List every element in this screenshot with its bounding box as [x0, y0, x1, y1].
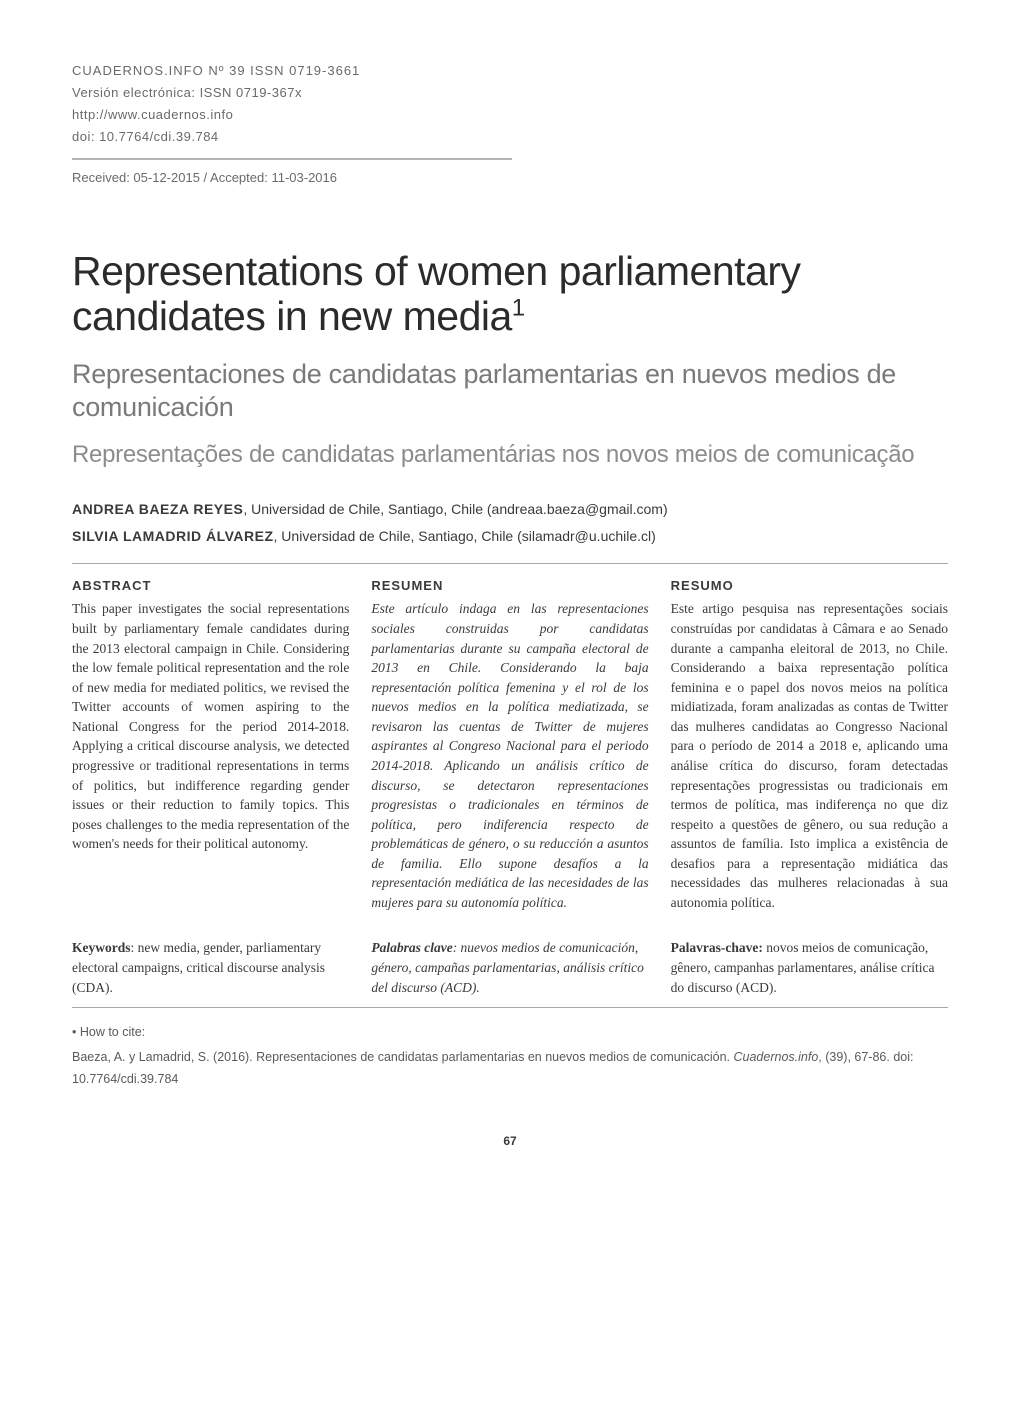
abstract-en: ABSTRACT This paper investigates the soc…: [72, 578, 349, 912]
keywords-row: Keywords: new media, gender, parliamenta…: [72, 938, 948, 997]
subtitle-spanish: Representaciones de candidatas parlament…: [72, 358, 948, 426]
kw-label-pt: Palavras-chave:: [671, 940, 763, 955]
divider-top: [72, 563, 948, 564]
keywords-pt: Palavras-chave: novos meios de comunicaç…: [671, 938, 948, 997]
journal-line-3: http://www.cuadernos.info: [72, 104, 948, 126]
authors-block: ANDREA BAEZA REYES, Universidad de Chile…: [72, 496, 948, 549]
abstract-body-en: This paper investigates the social repre…: [72, 599, 349, 853]
cite-journal: Cuadernos.info: [734, 1050, 819, 1064]
abstract-pt: RESUMO Este artigo pesquisa nas represen…: [671, 578, 948, 912]
title-text: Representations of women parliamentary c…: [72, 248, 801, 339]
abstract-heading-en: ABSTRACT: [72, 578, 349, 593]
kw-label-es: Palabras clave: [371, 940, 452, 955]
keywords-es: Palabras clave: nuevos medios de comunic…: [371, 938, 648, 997]
author-affiliation: , Universidad de Chile, Santiago, Chile …: [243, 501, 667, 517]
page-root: CUADERNOS.INFO Nº 39 ISSN 0719-3661 Vers…: [0, 0, 1020, 1198]
author-line: SILVIA LAMADRID ÁLVAREZ, Universidad de …: [72, 523, 948, 550]
abstract-es: RESUMEN Este artículo indaga en las repr…: [371, 578, 648, 912]
journal-line-4: doi: 10.7764/cdi.39.784: [72, 126, 948, 148]
how-to-cite: • How to cite: Baeza, A. y Lamadrid, S. …: [72, 1022, 948, 1090]
divider-bottom: [72, 1007, 948, 1008]
subtitle-portuguese: Representações de candidatas parlamentár…: [72, 439, 948, 470]
cite-body: Baeza, A. y Lamadrid, S. (2016). Represe…: [72, 1047, 948, 1090]
journal-line-2: Versión electrónica: ISSN 0719-367x: [72, 82, 948, 104]
cite-pre: Baeza, A. y Lamadrid, S. (2016). Represe…: [72, 1050, 734, 1064]
author-affiliation: , Universidad de Chile, Santiago, Chile …: [274, 528, 656, 544]
kw-label-en: Keywords: [72, 940, 131, 955]
abstract-heading-es: RESUMEN: [371, 578, 648, 593]
cite-label: • How to cite:: [72, 1022, 948, 1043]
author-name: SILVIA LAMADRID ÁLVAREZ: [72, 528, 274, 544]
abstracts-row: ABSTRACT This paper investigates the soc…: [72, 578, 948, 912]
author-name: ANDREA BAEZA REYES: [72, 501, 243, 517]
author-line: ANDREA BAEZA REYES, Universidad de Chile…: [72, 496, 948, 523]
journal-meta: CUADERNOS.INFO Nº 39 ISSN 0719-3661 Vers…: [72, 60, 948, 148]
abstract-body-pt: Este artigo pesquisa nas representações …: [671, 599, 948, 912]
page-number: 67: [72, 1134, 948, 1148]
abstract-body-es: Este artículo indaga en las representaci…: [371, 599, 648, 912]
received-accepted: Received: 05-12-2015 / Accepted: 11-03-2…: [72, 170, 948, 185]
abstract-heading-pt: RESUMO: [671, 578, 948, 593]
meta-rule: [72, 158, 512, 160]
journal-line-1: CUADERNOS.INFO Nº 39 ISSN 0719-3661: [72, 60, 948, 82]
article-title: Representations of women parliamentary c…: [72, 249, 948, 339]
keywords-en: Keywords: new media, gender, parliamenta…: [72, 938, 349, 997]
title-footnote-marker: 1: [512, 295, 525, 322]
